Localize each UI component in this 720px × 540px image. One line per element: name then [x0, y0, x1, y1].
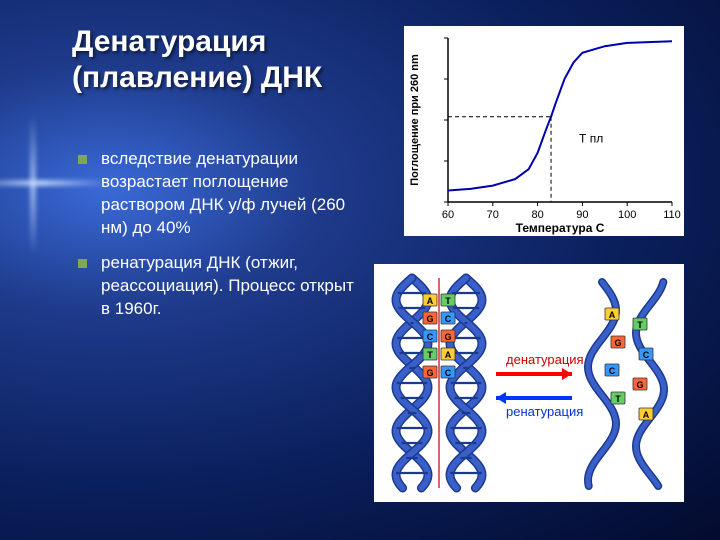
svg-text:денатурация: денатурация — [506, 352, 584, 367]
dna-diagram: ATGCCGTAGCAGCTTCGAденатурацияренатурация — [374, 264, 684, 502]
svg-text:G: G — [444, 332, 451, 342]
dna-svg: ATGCCGTAGCAGCTTCGAденатурацияренатурация — [374, 264, 684, 502]
svg-text:80: 80 — [531, 209, 543, 221]
svg-text:C: C — [427, 332, 434, 342]
svg-text:A: A — [609, 310, 616, 320]
svg-text:G: G — [636, 380, 643, 390]
svg-text:60: 60 — [442, 209, 454, 221]
svg-text:Т пл: Т пл — [579, 132, 603, 146]
bullet-square-icon — [78, 155, 87, 164]
bullet-list: вследствие денатурации возрастает поглощ… — [78, 148, 358, 333]
lens-flare-vertical — [30, 115, 36, 255]
svg-text:70: 70 — [487, 209, 499, 221]
svg-text:T: T — [637, 320, 643, 330]
svg-text:C: C — [609, 366, 616, 376]
svg-text:90: 90 — [576, 209, 588, 221]
list-item: ренатурация ДНК (отжиг, реассоциация). П… — [78, 252, 358, 321]
svg-text:G: G — [426, 368, 433, 378]
svg-text:100: 100 — [618, 209, 636, 221]
svg-text:A: A — [643, 410, 650, 420]
svg-text:T: T — [445, 296, 451, 306]
bullet-text: вследствие денатурации возрастает поглощ… — [101, 148, 358, 240]
svg-text:110: 110 — [663, 209, 681, 221]
svg-text:G: G — [426, 314, 433, 324]
title-line-2: (плавление) ДНК — [72, 60, 322, 96]
svg-text:ренатурация: ренатурация — [506, 404, 583, 419]
melting-curve-chart: 60 70 80 90 100 110 Температура С Поглощение пр… — [404, 26, 684, 236]
svg-text:C: C — [445, 314, 452, 324]
svg-text:T: T — [615, 394, 621, 404]
title-line-1: Денатурация — [72, 24, 322, 60]
svg-text:C: C — [445, 368, 452, 378]
svg-text:A: A — [427, 296, 434, 306]
slide-title: Денатурация (плавление) ДНК — [72, 24, 322, 96]
bullet-text: ренатурация ДНК (отжиг, реассоциация). П… — [101, 252, 358, 321]
svg-text:C: C — [643, 350, 650, 360]
svg-text:Поглощение при 260 nm: Поглощение при 260 nm — [409, 54, 421, 186]
list-item: вследствие денатурации возрастает поглощ… — [78, 148, 358, 240]
chart-svg: 60 70 80 90 100 110 Температура С Поглощение пр… — [404, 26, 684, 236]
svg-text:G: G — [614, 338, 621, 348]
svg-text:A: A — [445, 350, 452, 360]
svg-text:Температура С: Температура С — [516, 221, 605, 235]
bullet-square-icon — [78, 259, 87, 268]
svg-text:T: T — [427, 350, 433, 360]
